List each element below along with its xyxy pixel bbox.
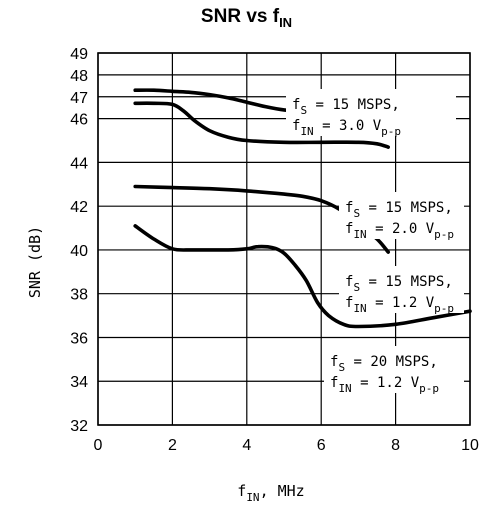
annotation-bg-0 [286,89,456,136]
x-tick-label-4: 8 [391,437,400,454]
y-tick-label-10: 49 [70,46,88,63]
annotation-line1-2: fS = 15 MSPS, [345,274,453,294]
y-tick-label-8: 47 [70,90,88,107]
y-tick-label-5: 42 [70,199,88,216]
x-tick-label-5: 10 [461,437,479,454]
y-tick-label-7: 46 [70,112,88,129]
annotation-line2-0: fIN = 3.0 Vp-p [292,118,401,138]
x-tick-label-1: 2 [168,437,177,454]
annotations: fS = 15 MSPS,fIN = 3.0 Vp-pfS = 15 MSPS,… [286,89,464,395]
y-tick-label-3: 38 [70,287,88,304]
x-tick-label-0: 0 [94,437,103,454]
annotation-line1-3: fS = 20 MSPS, [330,354,438,374]
x-axis-label: fIN, MHz [237,482,304,504]
y-tick-label-0: 32 [70,418,88,435]
annotation-line1-1: fS = 15 MSPS, [345,200,453,220]
x-tick-label-3: 6 [317,437,326,454]
y-tick-label-9: 48 [70,68,88,85]
series-line-3 [133,224,472,329]
series-line-1 [133,101,390,149]
annotation-line2-2: fIN = 1.2 Vp-p [345,295,454,315]
y-tick-label-6: 44 [70,155,88,172]
annotation-line2-3: fIN = 1.2 Vp-p [330,375,439,395]
y-tick-label-2: 36 [70,330,88,347]
plot-frame [97,52,471,426]
annotation-line1-0: fS = 15 MSPS, [292,97,400,117]
y-tick-label-4: 40 [70,243,88,260]
x-tick-label-2: 4 [242,437,251,454]
annotation-line2-1: fIN = 2.0 Vp-p [345,221,454,241]
series-lines [133,88,472,329]
chart-title: SNR vs fIN [200,6,293,30]
y-axis-label: SNR (dB) [26,226,44,298]
annotation-bg-2 [339,266,464,313]
annotation-bg-1 [339,192,464,239]
annotation-bg-3 [324,346,464,393]
y-tick-label-1: 34 [70,374,88,391]
